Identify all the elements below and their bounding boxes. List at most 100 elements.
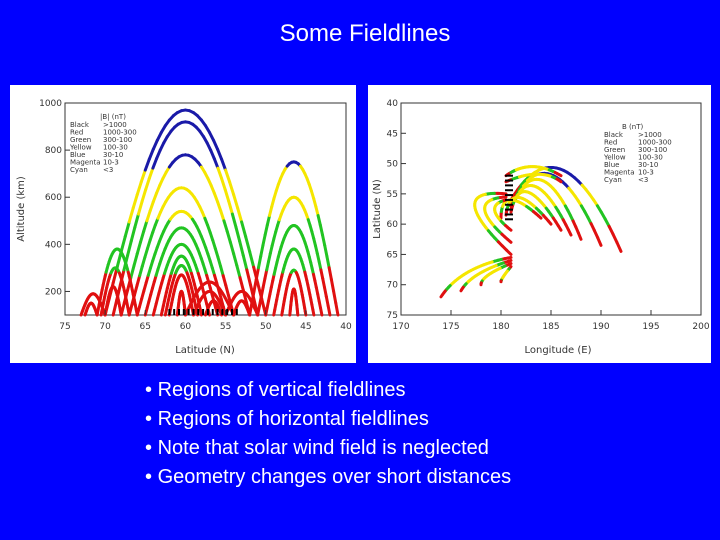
legend-entry-range: <3: [103, 166, 113, 174]
fieldline-segment: [216, 255, 223, 268]
fieldline-segment: [151, 157, 159, 170]
fieldline-segment: [131, 193, 139, 210]
fieldline-segment: [222, 219, 229, 233]
fieldline-segment: [245, 268, 252, 287]
fieldline-segment: [566, 228, 573, 237]
fieldline-segment: [319, 306, 324, 317]
fieldline-segment: [224, 168, 232, 184]
fieldline-segment: [225, 229, 232, 244]
fieldline-segment: [507, 227, 513, 232]
y-tick-label: 1000: [39, 99, 62, 109]
fieldline-segment: [241, 253, 249, 272]
x-tick-label: 175: [442, 322, 459, 332]
fieldline-segment: [219, 209, 226, 223]
fieldline-segment: [135, 180, 143, 197]
fieldline-segment: [240, 220, 248, 239]
bullet-text: Geometry changes over short distances: [157, 466, 512, 488]
fieldline-segment: [228, 240, 236, 256]
fieldline-segment: [220, 157, 228, 172]
y-tick-label: 50: [387, 160, 399, 170]
x-tick-label: 185: [542, 322, 559, 332]
fieldline-segment: [147, 166, 155, 180]
fieldline-segment: [536, 214, 543, 220]
legend-entry-range: 300-100: [638, 146, 667, 154]
fieldline-segment: [143, 247, 149, 259]
fieldline-segment: [216, 166, 224, 180]
legend-entry-range: >1000: [103, 121, 127, 129]
x-axis-label: Longitude (E): [524, 345, 591, 356]
fieldline-segment: [261, 233, 267, 247]
fieldline-segment: [228, 180, 236, 197]
fieldline-segment: [133, 212, 140, 229]
x-tick-label: 75: [59, 322, 70, 332]
fieldline-segment: [248, 250, 256, 269]
y-tick-label: 45: [387, 129, 398, 139]
fieldline-segment: [212, 138, 220, 151]
fieldline-segment: [265, 214, 272, 227]
bullet-text: Regions of horizontal fieldlines: [157, 408, 429, 430]
fieldline-segment: [139, 168, 147, 184]
fieldline-segment: [212, 191, 220, 204]
legend-entry-range: 100-30: [638, 154, 663, 162]
y-axis-label: Altitude (km): [16, 176, 27, 242]
fieldline-segment: [219, 264, 225, 278]
legend-entry-name: Green: [604, 146, 625, 154]
fieldline-segment: [151, 191, 159, 204]
legend: |B| (nT) Black >1000 Red 1000-300 Green 300-10…: [69, 113, 137, 174]
fieldline-segment: [259, 286, 265, 299]
legend-entry-range: 30-10: [638, 161, 658, 169]
legend-entry-name: Cyan: [70, 166, 88, 174]
y-tick-label: 200: [45, 287, 62, 297]
legend-entry-range: 300-100: [103, 136, 132, 144]
bullet-item: • Regions of vertical fieldlines: [145, 376, 511, 405]
fieldline-segment: [321, 277, 327, 290]
fieldline-segment: [615, 241, 623, 253]
y-tick-label: 55: [387, 190, 398, 200]
fieldline-arcs: [79, 108, 340, 317]
fieldline-segment: [236, 206, 244, 224]
fieldline-segment: [127, 206, 135, 224]
fieldline-segment: [234, 225, 242, 243]
y-tick-label: 800: [45, 146, 62, 156]
y-tick-label: 65: [387, 250, 398, 260]
fieldline-segment: [145, 209, 152, 223]
bullet-item: • Regions of horizontal fieldlines: [145, 405, 511, 434]
fieldline-segment: [504, 248, 513, 256]
fieldline-segment: [224, 283, 230, 297]
fieldline-segment: [216, 200, 223, 213]
legend-entry-range: 10-3: [103, 159, 119, 167]
bullet-item: • Geometry changes over short distances: [145, 463, 511, 492]
fieldline-segment: [334, 301, 340, 317]
legend-entry-name: Black: [70, 121, 90, 129]
x-tick-label: 60: [180, 322, 192, 332]
fieldline-segment: [324, 295, 330, 308]
fieldline-segment: [123, 220, 131, 239]
fieldline-segment: [151, 138, 159, 151]
x-tick-label: 40: [340, 322, 352, 332]
fieldline-segment: [268, 205, 274, 218]
fieldline-segment: [256, 254, 263, 270]
x-tick-label: 195: [642, 322, 659, 332]
fieldline-segment: [227, 199, 234, 216]
fieldline-segment: [255, 311, 260, 317]
legend-entry-name: Magenta: [604, 169, 635, 177]
x-tick-label: 55: [220, 322, 231, 332]
fieldline-segment: [332, 289, 338, 305]
fieldline-segment: [126, 239, 133, 257]
legend-title: B (nT): [622, 123, 643, 131]
fieldline-segment: [576, 231, 583, 241]
fieldline-segment: [111, 298, 119, 317]
fieldline-segment: [261, 277, 267, 290]
axes: 75 70 65 60 55 50 45 40 1000 800 600 400 200: [39, 99, 352, 332]
latitude-longitude-chart: 170 175 180 185 190 195 200 40 45 50 55 60 65 70 75 Lo…: [372, 99, 710, 356]
legend-entry-name: Black: [604, 131, 624, 139]
fieldline-segment: [546, 219, 553, 226]
fieldline-segment: [129, 264, 136, 280]
fieldline-segment: [220, 176, 227, 192]
bullet-list: • Regions of vertical fieldlines • Regio…: [145, 376, 511, 492]
fieldline-segment: [316, 214, 322, 227]
legend-entry-name: Green: [70, 136, 91, 144]
bullet-glyph: •: [145, 408, 153, 430]
fieldline-segment: [138, 229, 146, 244]
latitude-longitude-plot: 170 175 180 185 190 195 200 40 45 50 55 60 65 70 75 Lo…: [368, 85, 711, 363]
